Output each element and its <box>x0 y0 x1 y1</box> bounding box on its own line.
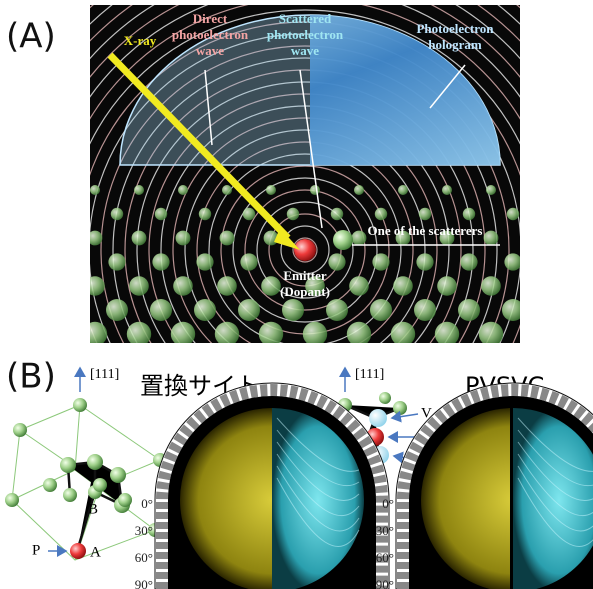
atom <box>83 322 107 346</box>
atom <box>310 185 320 195</box>
atom <box>178 185 188 195</box>
angle-label: 90° <box>135 577 153 589</box>
atom <box>215 322 239 346</box>
atom-label: A <box>90 544 101 560</box>
atom <box>90 185 100 195</box>
atom <box>354 185 364 195</box>
angle-label: 0° <box>382 496 394 511</box>
atom <box>287 208 299 220</box>
direction-label: [111] <box>90 367 119 382</box>
atom <box>238 299 260 321</box>
xray-label: X-ray <box>124 33 157 48</box>
atom <box>129 276 149 296</box>
figure: (A) X-ray Directphotoelectronwave Scatte… <box>0 0 593 589</box>
panel-label: (B) <box>6 357 56 397</box>
atom <box>479 322 503 346</box>
atom <box>303 322 327 346</box>
atom <box>393 276 413 296</box>
atom <box>435 322 459 346</box>
atom <box>460 253 477 270</box>
panel-label: (A) <box>6 17 56 57</box>
atom <box>504 253 521 270</box>
atom-label: P <box>32 542 40 558</box>
atom <box>240 253 257 270</box>
atom <box>220 231 235 246</box>
scatterer-label: One of the scatterers <box>368 223 483 238</box>
atom <box>437 276 457 296</box>
atom <box>326 299 348 321</box>
atom <box>106 299 128 321</box>
atom-label: B <box>88 501 98 517</box>
atom <box>502 299 524 321</box>
atom <box>134 185 144 195</box>
atom <box>375 208 387 220</box>
emitter-label: Emitter(Dopant) <box>280 268 330 299</box>
atom <box>442 185 452 195</box>
atom <box>261 276 281 296</box>
atom <box>222 185 232 195</box>
angle-label: 0° <box>141 496 153 511</box>
atom <box>349 276 369 296</box>
atom <box>85 276 105 296</box>
atom <box>391 322 415 346</box>
atom <box>416 253 433 270</box>
atom <box>486 185 496 195</box>
atom <box>266 185 276 195</box>
angle-label: 60° <box>135 550 153 565</box>
atom <box>458 299 480 321</box>
atom <box>199 208 211 220</box>
atom <box>217 276 237 296</box>
direction-label: [111] <box>355 367 384 382</box>
atom <box>328 253 345 270</box>
atom <box>150 299 172 321</box>
atom <box>347 322 371 346</box>
atom <box>176 231 191 246</box>
atom <box>127 322 151 346</box>
atom <box>481 276 501 296</box>
atom <box>243 208 255 220</box>
atom <box>331 208 343 220</box>
atom <box>196 253 213 270</box>
atom <box>171 322 195 346</box>
atom <box>282 299 304 321</box>
atom <box>111 208 123 220</box>
atom <box>155 208 167 220</box>
angle-label: 90° <box>376 577 394 589</box>
atom <box>132 231 147 246</box>
angle-label: 30° <box>376 523 394 538</box>
atom <box>398 185 408 195</box>
atom <box>259 322 283 346</box>
atom <box>463 208 475 220</box>
angle-label: 30° <box>135 523 153 538</box>
atom <box>352 231 367 246</box>
atom <box>88 231 103 246</box>
atom <box>507 208 519 220</box>
hologram-left <box>155 383 389 589</box>
angle-label: 60° <box>376 550 394 565</box>
atom <box>414 299 436 321</box>
atom <box>108 253 125 270</box>
atom <box>484 231 499 246</box>
atom <box>419 208 431 220</box>
atom <box>194 299 216 321</box>
atom <box>370 299 392 321</box>
atom <box>173 276 193 296</box>
atom <box>152 253 169 270</box>
atom <box>372 253 389 270</box>
